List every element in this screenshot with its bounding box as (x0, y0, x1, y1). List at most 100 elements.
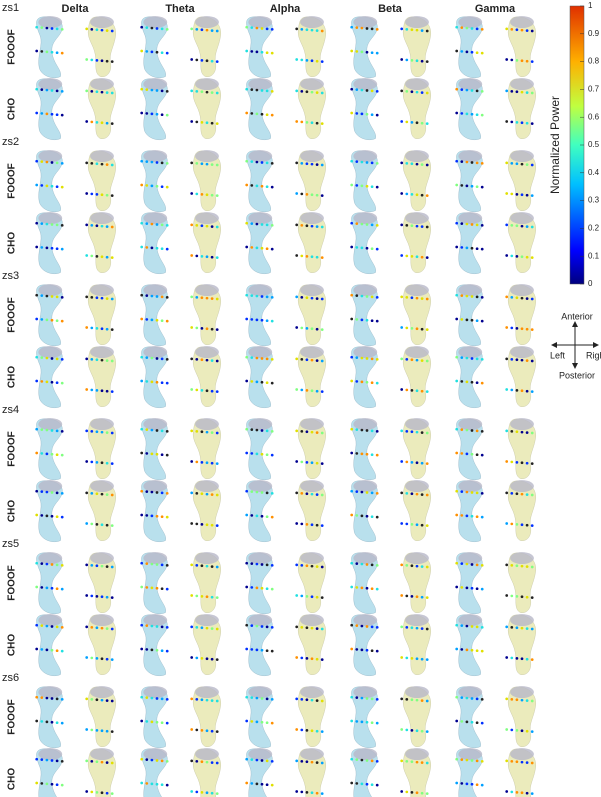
electrode (375, 319, 379, 323)
electrode (150, 758, 154, 762)
cap (510, 552, 534, 565)
electrode (470, 112, 474, 116)
electrode (415, 389, 419, 393)
electrode (200, 728, 204, 732)
electrode (310, 224, 314, 228)
electrode (50, 452, 54, 456)
electrode (515, 224, 519, 228)
electrode (90, 388, 94, 392)
electrode (110, 627, 114, 631)
electrode (200, 28, 204, 32)
cap (248, 150, 273, 163)
electrode (55, 563, 59, 567)
electrode (350, 379, 354, 383)
electrode (530, 730, 534, 733)
electrode (250, 26, 254, 29)
cap (353, 78, 378, 91)
right-hippocampus (192, 748, 221, 797)
electrode (145, 490, 149, 493)
right-hippocampus (507, 686, 536, 747)
brain-panel (505, 346, 536, 407)
brain-panel (350, 346, 379, 408)
electrode (420, 29, 424, 32)
electrode (355, 452, 359, 455)
brain-panel (400, 16, 431, 77)
electrode (310, 430, 314, 434)
electrode (145, 184, 149, 187)
electrode (160, 27, 164, 31)
electrode (355, 112, 359, 115)
electrode (245, 781, 249, 785)
electrode (195, 326, 199, 330)
electrode (420, 729, 424, 733)
electrode (515, 192, 519, 196)
electrode (90, 254, 94, 258)
electrode (145, 452, 149, 455)
electrode (475, 89, 479, 93)
electrode (300, 491, 304, 495)
cap (248, 418, 273, 431)
electrode (365, 380, 369, 384)
electrode (100, 564, 104, 568)
electrode (350, 245, 354, 249)
electrode (410, 254, 414, 258)
electrode (400, 27, 404, 31)
electrode (60, 649, 64, 653)
electrode (295, 161, 299, 165)
electrode (310, 461, 314, 465)
electrode (195, 563, 199, 567)
electrode (505, 759, 509, 763)
electrode (150, 222, 154, 226)
electrode (470, 514, 474, 518)
right-hippocampus (507, 418, 536, 479)
electrode (105, 255, 109, 259)
electrode (255, 184, 259, 188)
electrode (190, 161, 194, 165)
electrode (515, 626, 519, 630)
electrode (480, 625, 484, 629)
electrode (470, 357, 474, 360)
electrode (470, 184, 474, 188)
electrode (50, 720, 54, 724)
electrode (85, 254, 89, 257)
cap (248, 284, 273, 297)
electrode (520, 224, 524, 228)
electrode (530, 658, 534, 661)
electrode (165, 51, 169, 55)
compass: Anterior Posterior Left Right (550, 311, 601, 380)
colorbar-tick-label: 0.9 (588, 29, 600, 38)
right-hippocampus (297, 150, 326, 211)
brain-panel (190, 78, 221, 139)
cap (510, 16, 534, 29)
electrode (460, 696, 464, 699)
brain-panel (400, 78, 431, 139)
electrode (155, 514, 159, 518)
electrode (250, 380, 254, 383)
electrode (150, 318, 154, 322)
brain-panel (400, 284, 431, 345)
cap (300, 686, 324, 699)
right-hippocampus (507, 346, 536, 407)
brain-panel (85, 480, 116, 541)
electrode (155, 563, 159, 566)
electrode (85, 759, 89, 763)
electrode (465, 562, 469, 566)
electrode (260, 429, 264, 432)
cap (405, 552, 429, 565)
electrode (520, 327, 524, 331)
brain-panel (190, 686, 221, 747)
electrode (310, 626, 314, 630)
electrode (100, 193, 104, 197)
electrode (315, 431, 319, 434)
electrode (405, 491, 409, 495)
electrode (370, 357, 374, 361)
electrode (475, 113, 479, 117)
electrode (515, 120, 519, 124)
electrode (475, 453, 479, 457)
brain-panel (455, 748, 484, 797)
right-hippocampus (402, 552, 431, 613)
electrode (510, 192, 514, 196)
electrode (400, 563, 404, 567)
brain-panel (245, 552, 274, 614)
right-hippocampus (297, 284, 326, 345)
